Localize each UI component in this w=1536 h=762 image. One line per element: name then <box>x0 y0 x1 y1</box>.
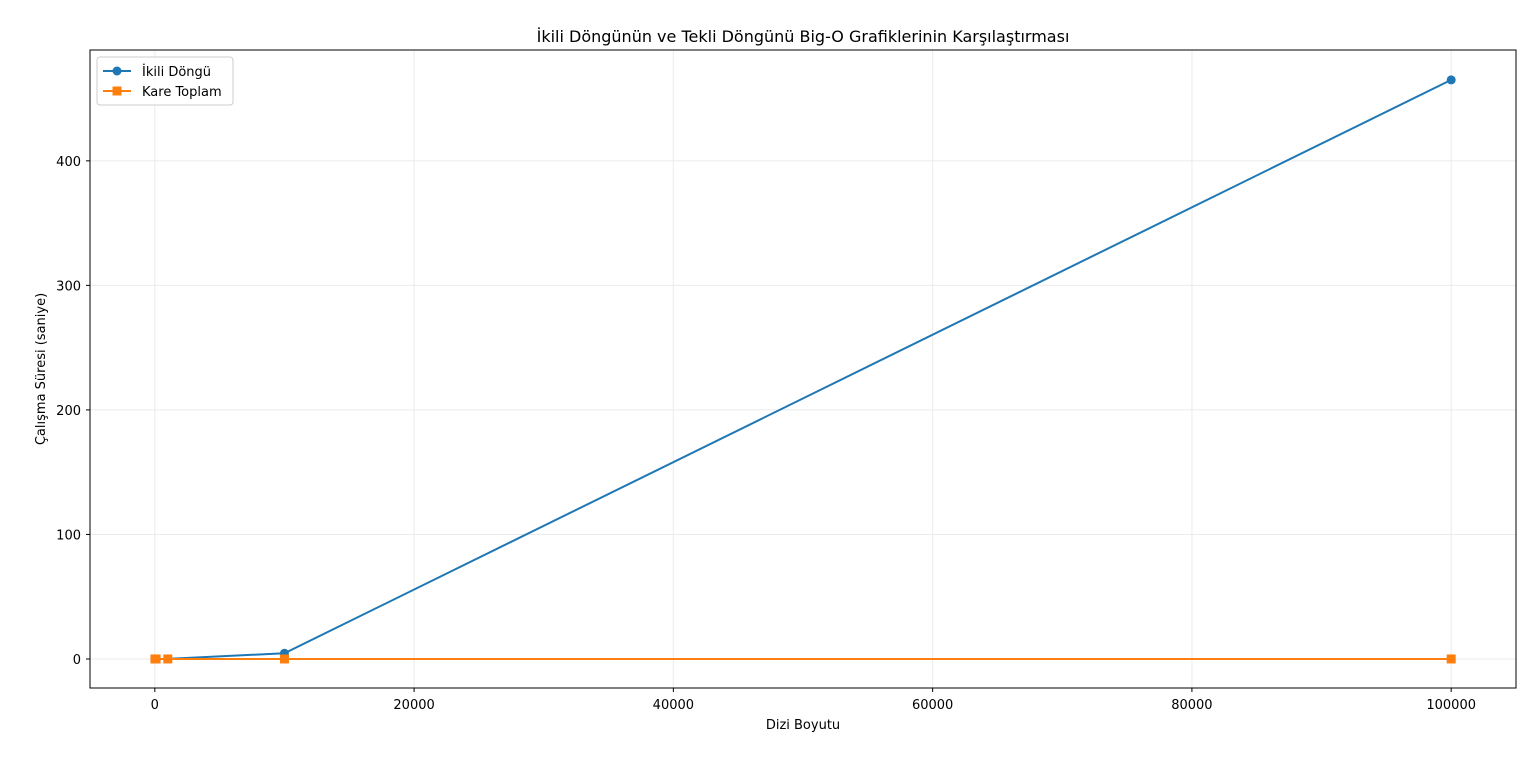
plot-area-frame <box>89 49 1517 689</box>
data-point <box>1446 75 1456 85</box>
y-tick-label: 0 <box>73 653 81 668</box>
legend-item: İkili Döngü <box>103 64 211 80</box>
series-layer <box>150 75 1456 664</box>
series-line <box>154 78 1452 660</box>
grid <box>90 50 1516 688</box>
data-point <box>1446 654 1456 664</box>
series-1 <box>150 75 1456 664</box>
x-tick-label: 40000 <box>653 698 694 713</box>
legend-label: İkili Döngü <box>142 64 211 80</box>
series-2 <box>150 654 1456 664</box>
data-point <box>163 654 173 664</box>
x-axis-label: Dizi Boyutu <box>766 718 840 733</box>
legend-label: Kare Toplam <box>142 85 222 100</box>
x-tick-label: 20000 <box>393 698 434 713</box>
x-axis-ticks: 0 20000 40000 60000 80000 100000 <box>151 688 1476 713</box>
legend-marker <box>112 86 122 96</box>
x-tick-label: 80000 <box>1171 698 1212 713</box>
y-axis-label: Çalışma Süresi (saniye) <box>34 293 49 445</box>
y-tick-label: 400 <box>56 155 81 170</box>
legend: İkili Döngü Kare Toplam <box>96 56 234 106</box>
y-tick-label: 300 <box>56 279 81 294</box>
y-axis-ticks: 0 100 200 300 400 <box>56 155 90 668</box>
data-point <box>279 654 289 664</box>
data-point <box>151 654 161 664</box>
chart-title: İkili Döngünün ve Tekli Döngünü Big-O Gr… <box>537 27 1070 46</box>
x-tick-label: 0 <box>151 698 159 713</box>
x-tick-label: 60000 <box>912 698 953 713</box>
legend-item: Kare Toplam <box>103 85 222 100</box>
legend-box <box>96 56 234 106</box>
legend-marker <box>112 66 122 76</box>
x-tick-label: 100000 <box>1426 698 1476 713</box>
y-tick-label: 200 <box>56 404 81 419</box>
y-tick-label: 100 <box>56 528 81 543</box>
